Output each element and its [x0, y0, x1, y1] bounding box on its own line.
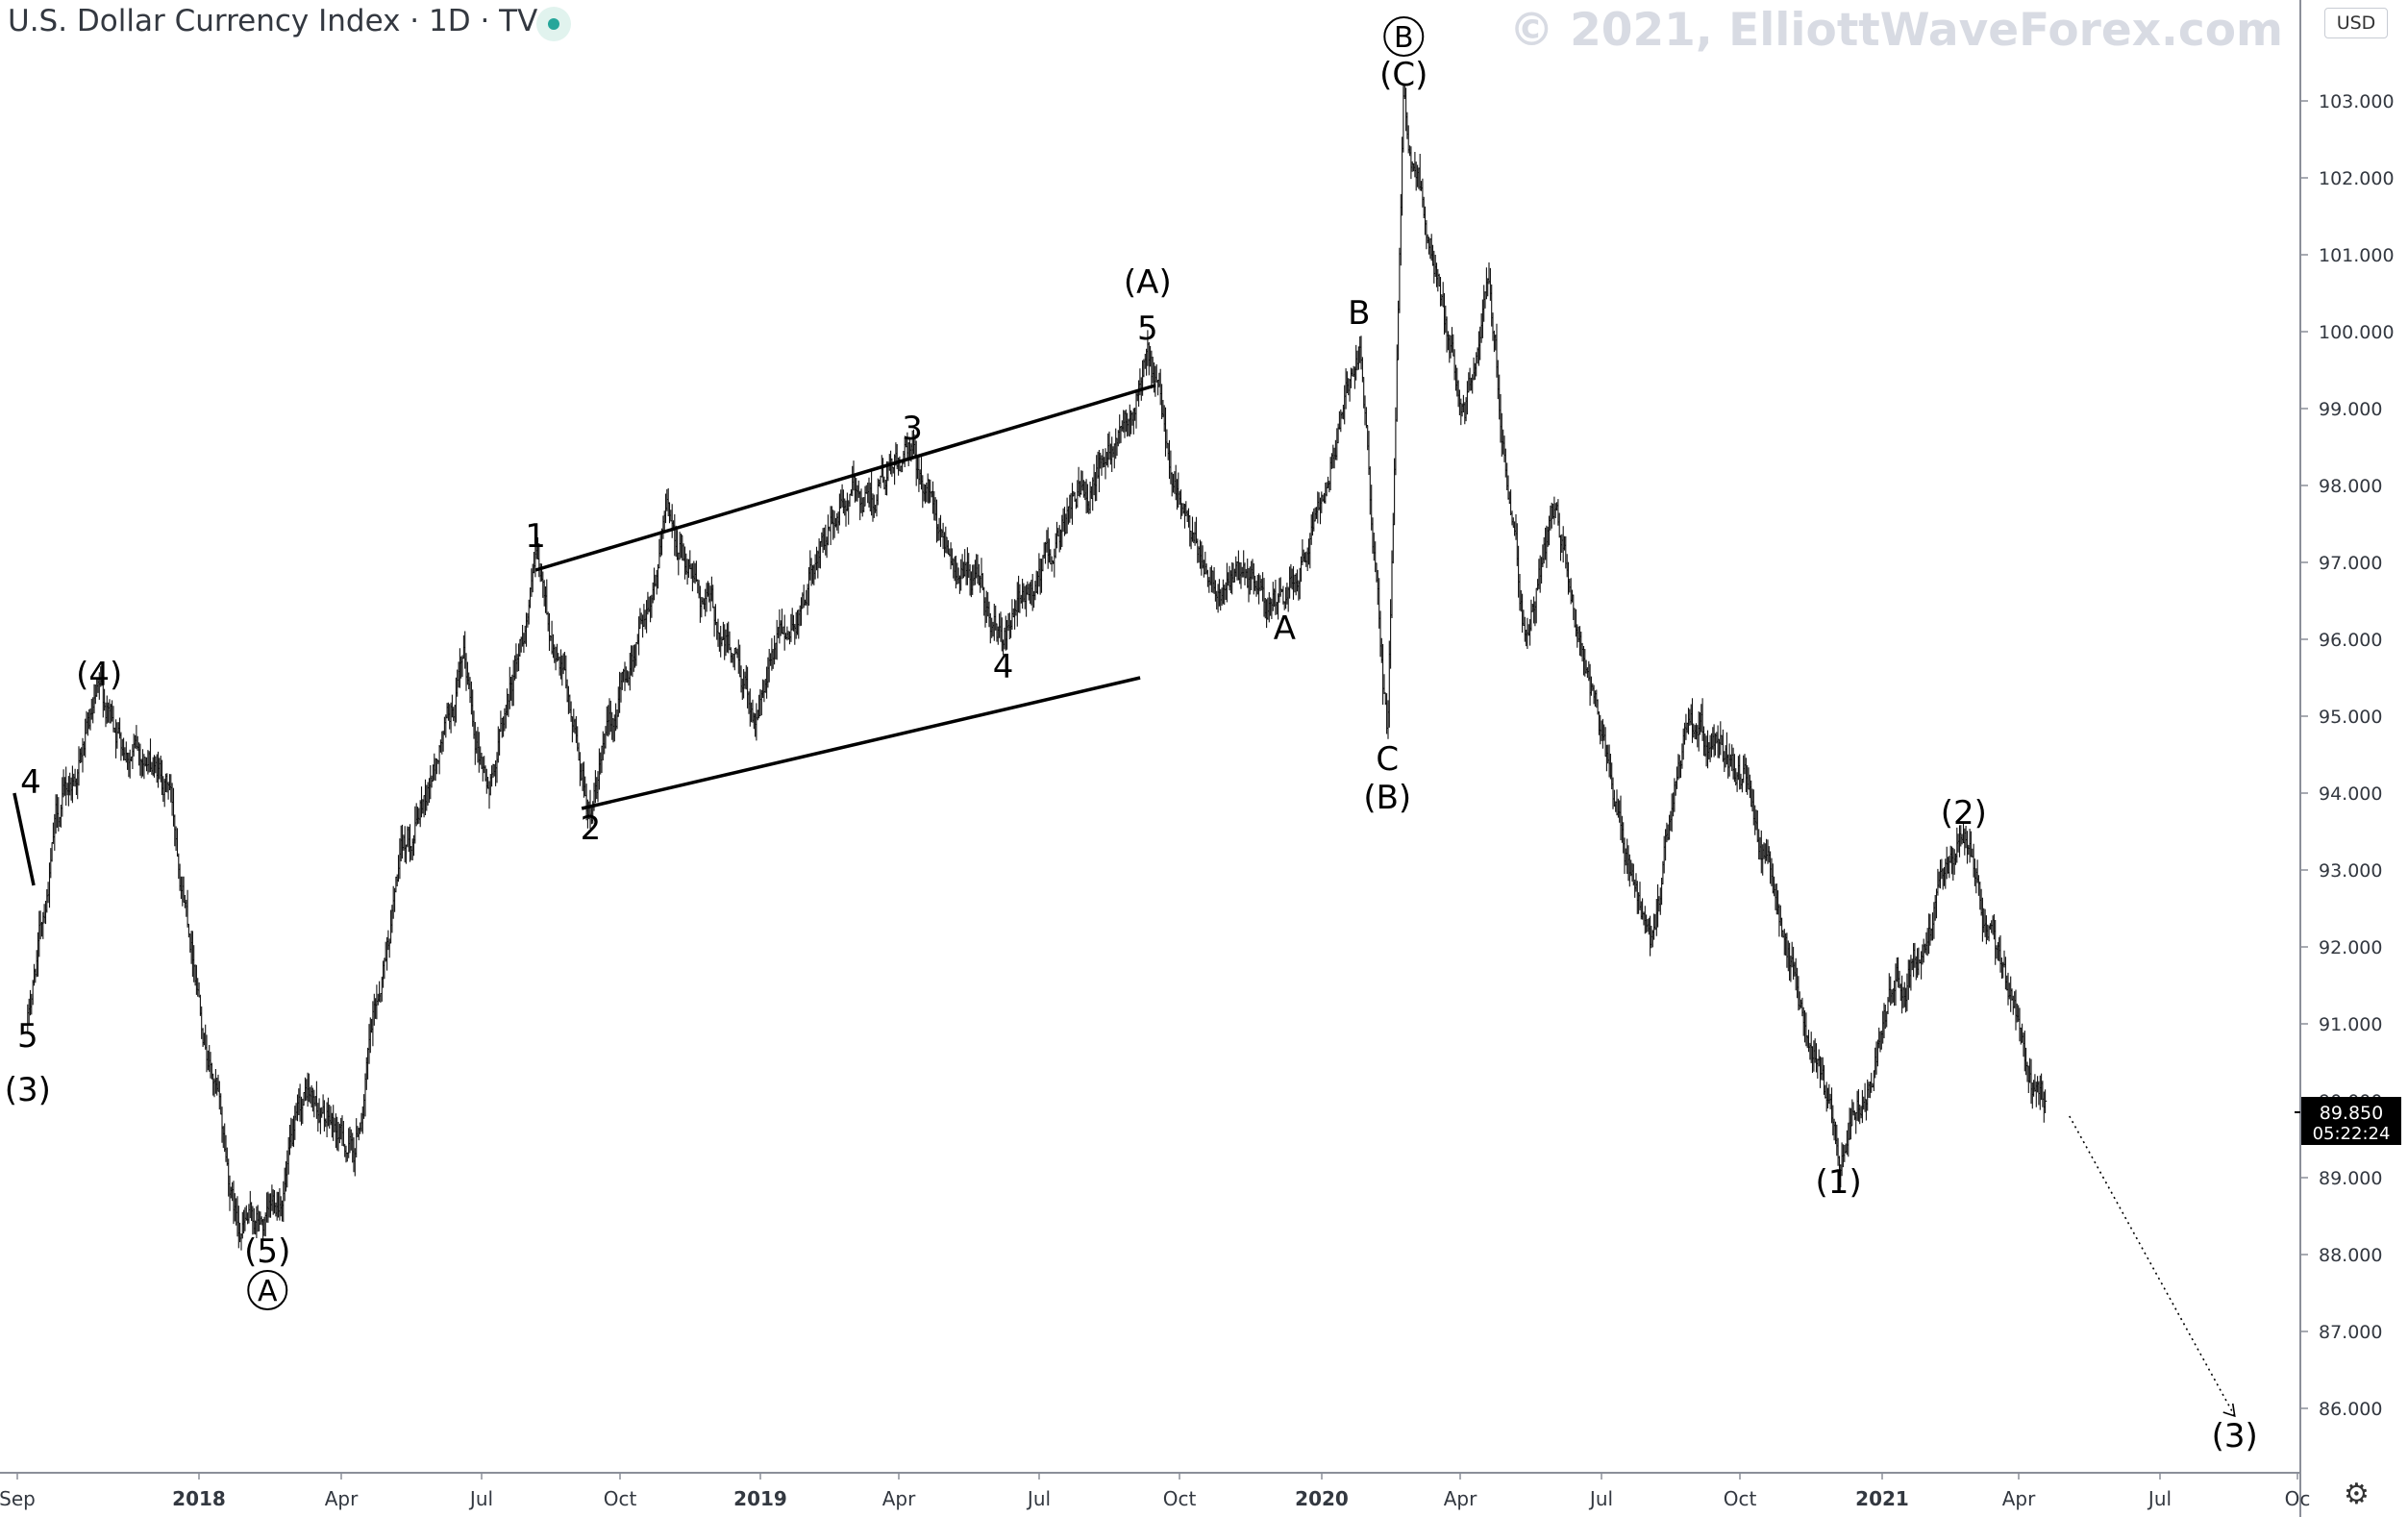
wave-label: (5)	[244, 1232, 290, 1271]
x-tick-label: Jul	[468, 1487, 493, 1510]
x-tick-label: Oct	[604, 1487, 637, 1510]
wave-label: (4)	[76, 656, 122, 694]
wave-label: 3	[902, 410, 923, 448]
x-tick-label: Apr	[2002, 1487, 2036, 1510]
projection-arrowhead	[2222, 1403, 2236, 1418]
circled-wave-marker	[247, 1270, 288, 1310]
y-tick-label: 87.000	[2319, 1322, 2382, 1343]
bar-countdown: 05:22:24	[2313, 1124, 2391, 1144]
chart-title: U.S. Dollar Currency Index · 1D · TVC	[8, 4, 559, 38]
ohlc-bars	[26, 83, 2048, 1251]
wave-label: A	[258, 1275, 278, 1308]
price-series	[26, 83, 2048, 1251]
trendline	[534, 384, 1156, 572]
y-tick-label: 92.000	[2319, 937, 2382, 958]
x-tick-label: 2021	[1855, 1487, 1909, 1510]
wave-label: 5	[17, 1017, 38, 1056]
trendline	[12, 792, 36, 886]
x-tick-label: 2019	[733, 1487, 787, 1510]
y-axis: 86.00087.00088.00089.00090.00091.00092.0…	[2300, 91, 2395, 1420]
circled-wave-marker	[1383, 16, 1425, 57]
x-tick-label: Apr	[1444, 1487, 1477, 1510]
currency-button[interactable]: USD	[2324, 8, 2388, 38]
y-tick-label: 91.000	[2319, 1014, 2382, 1035]
y-tick-label: 101.000	[2319, 245, 2395, 266]
y-tick-label: 97.000	[2319, 553, 2382, 574]
y-tick-label: 88.000	[2319, 1245, 2382, 1266]
y-tick-label: 93.000	[2319, 860, 2382, 882]
green-dot-icon	[536, 7, 571, 41]
y-tick-label: 89.000	[2319, 1168, 2382, 1189]
wave-label: B	[1394, 21, 1414, 55]
trendline	[581, 676, 1141, 810]
y-tick-label: 102.000	[2319, 168, 2395, 189]
price-tag-box	[2301, 1097, 2401, 1145]
wave-label: (A)	[1124, 263, 1172, 302]
watermark: © 2021, ElliottWaveForex.com	[1508, 4, 2283, 57]
wave-label: (1)	[1816, 1163, 1862, 1202]
trendlines	[12, 384, 2236, 1418]
x-tick-label: Jul	[1026, 1487, 1051, 1510]
wave-label: A	[1274, 609, 1296, 648]
wave-label: (3)	[5, 1071, 51, 1109]
wave-label: (3)	[2212, 1417, 2258, 1455]
x-tick-label: Sep	[0, 1487, 36, 1510]
y-tick-label: 103.000	[2319, 91, 2395, 112]
x-tick-label: Apr	[882, 1487, 916, 1510]
wave-label: 4	[20, 763, 41, 802]
y-tick-label: 86.000	[2319, 1399, 2382, 1420]
x-tick-label: 2020	[1295, 1487, 1349, 1510]
x-tick-label: Apr	[325, 1487, 359, 1510]
x-tick-label: Oct	[1724, 1487, 1757, 1510]
x-tick-label: Jul	[2147, 1487, 2172, 1510]
y-tick-label: 94.000	[2319, 783, 2382, 805]
x-tick-label: Oc	[2285, 1487, 2311, 1510]
wave-label: (B)	[1363, 779, 1411, 817]
x-tick-label: 2018	[172, 1487, 226, 1510]
gear-icon[interactable]: ⚙	[2344, 1478, 2370, 1511]
y-tick-label: 98.000	[2319, 476, 2382, 497]
x-axis: Sep 2018 Apr Jul Oct 2019 Apr Jul Oct 2020 Apr Jul O…	[0, 1473, 2310, 1510]
last-price: 89.850	[2320, 1103, 2383, 1124]
wave-label: 5	[1137, 310, 1158, 348]
wave-label: C	[1376, 740, 1399, 779]
y-tick-label: 95.000	[2319, 707, 2382, 728]
x-tick-label: Oct	[1163, 1487, 1197, 1510]
y-tick-label: 99.000	[2319, 399, 2382, 420]
wave-label: (C)	[1379, 56, 1427, 94]
y-tick-label: 100.000	[2319, 322, 2395, 343]
wave-label: 2	[581, 809, 602, 848]
wave-label: 4	[993, 648, 1014, 686]
x-tick-label: Jul	[1588, 1487, 1613, 1510]
wave-label: B	[1348, 294, 1370, 333]
wave-label: (2)	[1941, 794, 1987, 833]
y-tick-label: 96.000	[2319, 630, 2382, 651]
wave-label: 1	[525, 517, 546, 556]
